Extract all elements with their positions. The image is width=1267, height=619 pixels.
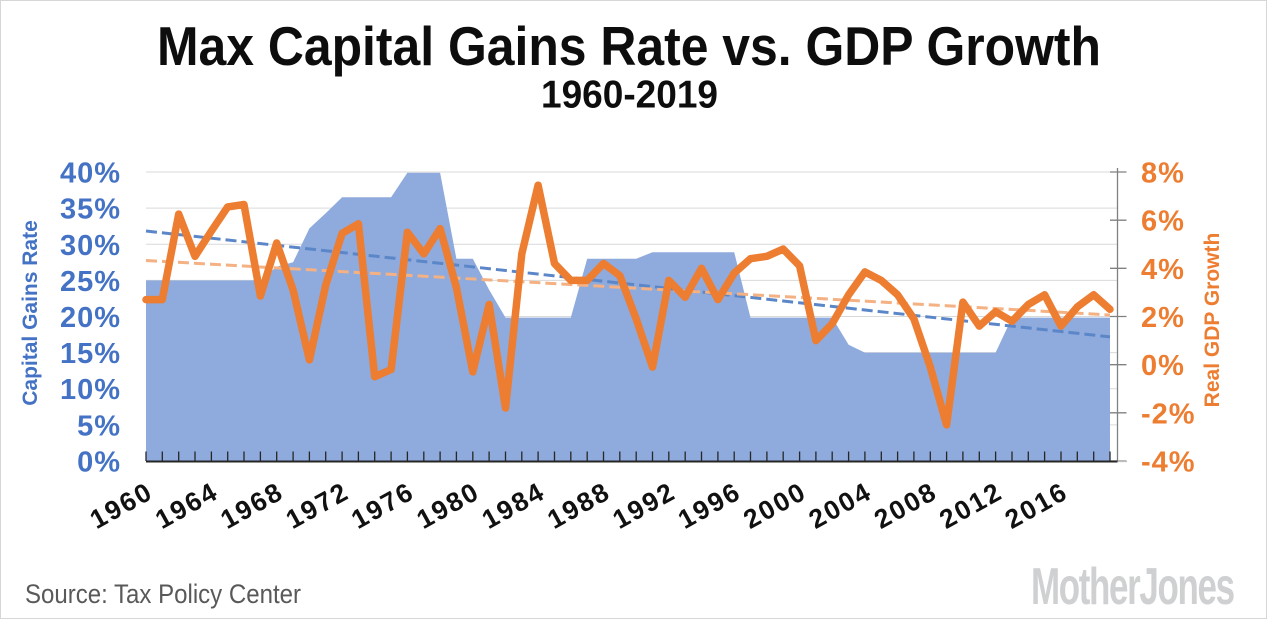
svg-text:35%: 35% <box>60 194 121 226</box>
svg-text:Max Capital Gains Rate vs. GDP: Max Capital Gains Rate vs. GDP Growth <box>157 15 1101 77</box>
svg-text:2%: 2% <box>1141 302 1185 334</box>
svg-text:6%: 6% <box>1141 206 1185 238</box>
svg-text:40%: 40% <box>60 158 121 190</box>
svg-text:20%: 20% <box>60 302 121 334</box>
svg-text:25%: 25% <box>60 266 121 298</box>
svg-text:5%: 5% <box>77 410 121 442</box>
svg-text:Real GDP Growth: Real GDP Growth <box>1201 233 1224 408</box>
svg-text:30%: 30% <box>60 230 121 262</box>
svg-text:15%: 15% <box>60 338 121 370</box>
svg-text:-2%: -2% <box>1141 398 1196 430</box>
svg-text:0%: 0% <box>1141 350 1185 382</box>
svg-text:MotherJones: MotherJones <box>1031 558 1234 616</box>
svg-text:10%: 10% <box>60 374 121 406</box>
svg-text:4%: 4% <box>1141 254 1185 286</box>
svg-text:Capital Gains Rate: Capital Gains Rate <box>19 220 42 406</box>
svg-text:8%: 8% <box>1141 158 1185 190</box>
svg-text:Source: Tax Policy Center: Source: Tax Policy Center <box>25 579 301 609</box>
svg-text:0%: 0% <box>77 447 121 479</box>
svg-text:1960-2019: 1960-2019 <box>541 74 718 117</box>
svg-text:-4%: -4% <box>1141 447 1196 479</box>
